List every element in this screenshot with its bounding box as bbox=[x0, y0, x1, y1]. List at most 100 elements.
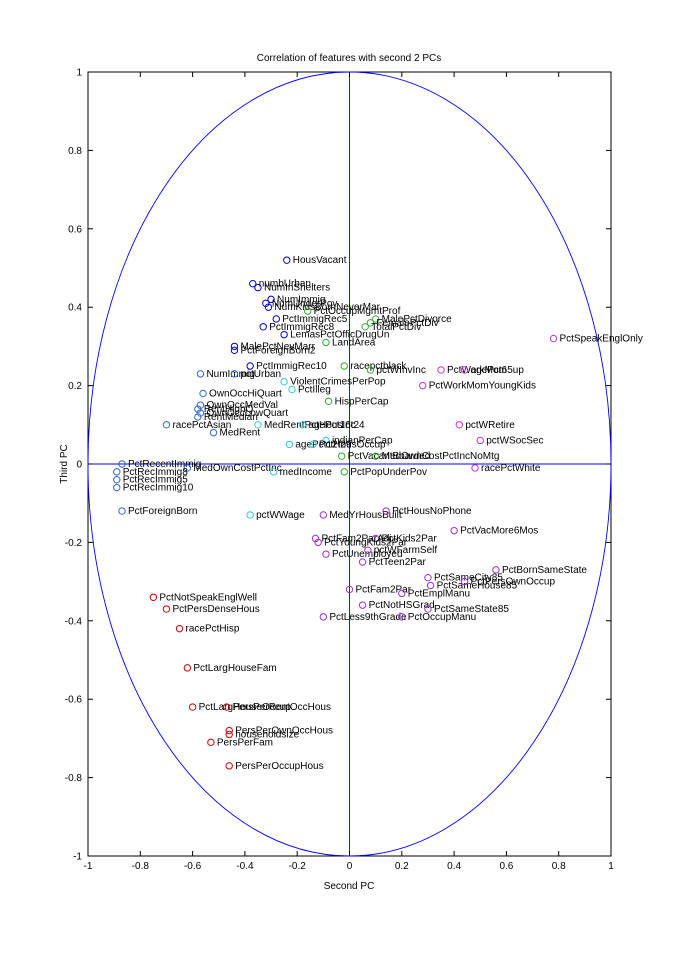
x-tick-label: 0.2 bbox=[395, 861, 409, 872]
data-point bbox=[254, 283, 262, 292]
data-point bbox=[322, 436, 330, 445]
x-axis-label: Second PC bbox=[324, 881, 375, 892]
data-point bbox=[254, 421, 262, 429]
data-point bbox=[364, 546, 372, 554]
data-point bbox=[259, 323, 267, 331]
x-tick-label: -0.4 bbox=[236, 861, 254, 872]
data-point bbox=[337, 452, 346, 460]
data-point bbox=[311, 534, 320, 543]
point-label: PctPersDenseHous bbox=[172, 604, 259, 615]
data-point bbox=[207, 738, 215, 747]
point-label: PctLess9thGrade bbox=[329, 612, 407, 623]
point-label: PctIlleg bbox=[298, 385, 331, 396]
data-point bbox=[113, 468, 121, 476]
y-tick-label: 0.8 bbox=[68, 146, 82, 157]
data-point bbox=[199, 389, 207, 398]
point-label: HispPerCap bbox=[335, 396, 389, 407]
data-point bbox=[549, 334, 558, 343]
y-tick-label: 0.4 bbox=[68, 303, 82, 314]
point-label: PctYoungKids2Par bbox=[324, 537, 408, 548]
point-label: PersPerRentOccHous bbox=[233, 702, 331, 713]
point-label: PctLargHouseFam bbox=[193, 663, 276, 674]
chart-title: Correlation of features with second 2 PC… bbox=[257, 53, 442, 64]
point-label: PersPerOccupHous bbox=[235, 761, 323, 772]
point-label: racePctHisp bbox=[186, 624, 240, 635]
point-label: pctUrban bbox=[240, 369, 281, 380]
point-label: MedOwnCostPctInc bbox=[193, 463, 281, 474]
point-label: LandArea bbox=[332, 337, 376, 348]
point-label: racepctblack bbox=[350, 361, 407, 372]
point-label: PctRecImmig8 bbox=[123, 467, 188, 478]
data-point bbox=[246, 362, 254, 370]
x-tick-label: 0.6 bbox=[499, 861, 513, 872]
data-point bbox=[366, 319, 375, 327]
point-label: PctSameState85 bbox=[434, 604, 509, 615]
point-label: PctImmigRec10 bbox=[256, 361, 327, 372]
data-point bbox=[382, 507, 390, 515]
data-point bbox=[303, 307, 312, 315]
point-label: OwnOccLowQuart bbox=[206, 408, 288, 419]
data-point bbox=[269, 468, 278, 476]
point-label: MedYrHousBuilt bbox=[329, 510, 401, 521]
data-point bbox=[371, 452, 380, 460]
data-point bbox=[460, 366, 469, 374]
data-point bbox=[194, 405, 202, 413]
data-point bbox=[285, 440, 294, 449]
y-tick-label: -0.8 bbox=[65, 773, 83, 784]
data-point bbox=[371, 534, 380, 543]
x-tick-label: -0.2 bbox=[289, 861, 307, 872]
point-label: NumKidsBornNeverMar bbox=[274, 302, 380, 313]
point-label: OwnOccMedVal bbox=[206, 400, 278, 411]
point-label: agePct16t24 bbox=[308, 420, 365, 431]
point-label: pctWRetire bbox=[465, 420, 515, 431]
data-point bbox=[322, 338, 330, 347]
data-point bbox=[262, 299, 270, 307]
point-label: pctWInvInc bbox=[376, 365, 425, 376]
point-label: NumUnderPov bbox=[272, 298, 338, 309]
data-point bbox=[264, 303, 273, 311]
point-label: FemalePctDiv bbox=[376, 318, 438, 329]
data-point bbox=[280, 330, 288, 339]
data-point bbox=[249, 279, 257, 288]
point-label: agePct65up bbox=[471, 365, 525, 376]
point-label: PctHousNoPhone bbox=[392, 506, 472, 517]
point-label: PctPersOwnOccup bbox=[471, 577, 556, 588]
data-point bbox=[322, 550, 330, 558]
data-point bbox=[426, 581, 435, 590]
point-label: PctImmigRec5 bbox=[282, 314, 347, 325]
data-point bbox=[225, 762, 233, 770]
point-label: MedRent bbox=[220, 428, 261, 439]
axis-ticks: -1 -0.8 -0.6 -0.4 -0.2 0 0.2 0.4 0.6 0.8 1 1 0.8 0.6 0… bbox=[65, 68, 614, 873]
point-label: householdsize bbox=[235, 729, 299, 740]
data-point bbox=[340, 468, 348, 476]
data-point bbox=[398, 613, 406, 621]
point-label: PctNotHSGrad bbox=[369, 600, 435, 611]
data-point bbox=[272, 315, 280, 323]
point-label: PctLargHouseOccup bbox=[199, 702, 292, 713]
point-label: PctTeen2Par bbox=[369, 557, 427, 568]
data-point bbox=[298, 421, 307, 429]
x-tick-label: 1 bbox=[608, 861, 614, 872]
point-label: PctImmigRec8 bbox=[269, 322, 334, 333]
x-tick-label: 0 bbox=[347, 861, 353, 872]
data-point bbox=[450, 526, 458, 535]
point-label: ViolentCrimesPerPop bbox=[290, 377, 386, 388]
point-label: PctEmplManu bbox=[408, 588, 470, 599]
point-label: RentHighQ bbox=[204, 404, 254, 415]
point-label: PctSpeakEnglOnly bbox=[559, 334, 642, 345]
point-label: TotalPctDiv bbox=[371, 322, 421, 333]
point-label: RentMedian bbox=[204, 412, 258, 423]
y-tick-label: -0.2 bbox=[65, 538, 83, 549]
y-tick-label: -0.6 bbox=[65, 695, 83, 706]
point-label: pctWFarmSelf bbox=[374, 545, 438, 556]
data-point bbox=[118, 460, 126, 468]
point-label: racePctAsian bbox=[172, 420, 231, 431]
data-point bbox=[118, 507, 126, 515]
x-tick-label: -1 bbox=[84, 861, 93, 872]
data-point bbox=[162, 421, 171, 429]
point-label: NumInShelters bbox=[264, 283, 330, 294]
point-label: PctSameCity85 bbox=[434, 573, 503, 584]
data-point bbox=[471, 464, 479, 472]
data-point bbox=[175, 624, 184, 633]
y-tick-label: -1 bbox=[73, 852, 82, 863]
